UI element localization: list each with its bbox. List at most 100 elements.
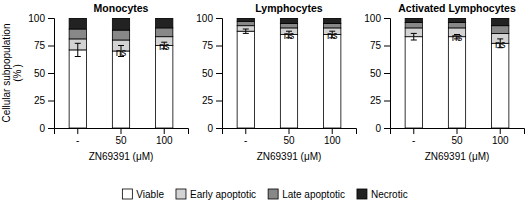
error-bar <box>243 29 249 33</box>
y-tick: 0 <box>39 123 54 134</box>
axis-line <box>384 19 391 129</box>
bar-segment <box>324 18 341 24</box>
bar-segment <box>448 37 465 128</box>
y-tick: 25 <box>34 95 54 106</box>
bar-segment <box>237 18 254 21</box>
error-bar-cap <box>411 40 417 41</box>
bar-segment <box>405 18 422 22</box>
x-axis-title: ZN69391 (μM) <box>425 151 490 162</box>
legend-swatch <box>122 189 132 199</box>
tick-mark <box>216 73 222 74</box>
x-axis: - 50 100 <box>391 128 525 146</box>
bar-segment <box>237 21 254 25</box>
title: Lymphocytes <box>255 2 322 14</box>
x-axis-title: ZN69391 (μM) <box>257 151 322 162</box>
bar-segment <box>156 18 173 28</box>
tick-mark <box>332 128 333 134</box>
x-axis: - 50 100 <box>55 128 189 146</box>
tick-mark <box>48 101 54 102</box>
tick-label: 100 <box>28 13 45 24</box>
tick-label: 100 <box>492 135 509 146</box>
x-tick: 100 <box>324 128 341 146</box>
x-tick: 50 <box>451 128 463 146</box>
error-bar <box>75 43 81 56</box>
x-axis-title: ZN69391 (μM) <box>89 151 154 162</box>
tick-label: 50 <box>202 68 214 79</box>
error-bar-cap <box>243 29 249 30</box>
error-bars <box>75 42 167 56</box>
plot-area <box>69 18 173 128</box>
x-axis: - 50 100 <box>223 128 357 146</box>
bar-segment <box>156 46 173 129</box>
legend-item: Necrotic <box>357 189 408 200</box>
bar-series <box>405 37 509 128</box>
tick-mark <box>48 46 54 47</box>
tick-mark <box>384 73 390 74</box>
legend-label: Necrotic <box>371 189 408 200</box>
axis-line <box>48 19 55 129</box>
bar-segment <box>405 37 422 128</box>
bar-segment <box>280 18 297 24</box>
tick-label: 100 <box>324 135 341 146</box>
tick-label: 50 <box>115 135 127 146</box>
tick-label: 75 <box>34 40 46 51</box>
bar-series <box>237 31 341 128</box>
bar-segment <box>324 24 341 28</box>
tick-mark <box>48 73 54 74</box>
y-tick: 0 <box>375 123 390 134</box>
tick-mark <box>216 18 222 19</box>
plot-area <box>237 18 341 128</box>
tick-mark <box>216 46 222 47</box>
error-bar-stem <box>77 43 78 56</box>
bar-series <box>69 46 173 129</box>
x-tick: 50 <box>115 128 127 146</box>
bar-series <box>405 18 509 26</box>
y-tick: 75 <box>202 40 222 51</box>
legend-swatch <box>268 189 278 199</box>
annotation: ns <box>327 30 338 41</box>
bar-segment <box>237 31 254 128</box>
error-bar-cap <box>75 43 81 44</box>
tick-mark <box>121 128 122 134</box>
tick-label: - <box>76 135 79 146</box>
tick-label: 50 <box>451 135 463 146</box>
tick-label: 100 <box>364 13 381 24</box>
legend-item: Late apoptotic <box>268 189 345 200</box>
y-axis-title-line: (% ) <box>12 64 23 82</box>
tick-mark <box>245 128 246 134</box>
y-axis: 0255075100 <box>364 13 390 134</box>
tick-label: 50 <box>283 135 295 146</box>
axis-line <box>223 129 357 135</box>
y-axis: 0255075100 <box>28 13 54 134</box>
annotation: ns <box>284 30 295 41</box>
tick-mark <box>500 128 501 134</box>
tick-label: 75 <box>202 40 214 51</box>
legend-label: Viable <box>136 189 164 200</box>
tick-mark <box>384 128 390 129</box>
panel: -501000255075100nsnsLymphocytesZN69391 (… <box>196 2 356 162</box>
annotation: ns <box>495 39 506 50</box>
tick-label: - <box>244 135 247 146</box>
tick-label: 25 <box>370 95 382 106</box>
annotation: ns <box>159 41 170 52</box>
error-bar-cap <box>243 33 249 34</box>
legend-swatch <box>176 189 186 199</box>
title: Activated Lymphocytes <box>398 2 516 14</box>
bar-series <box>237 18 341 24</box>
x-tick: 100 <box>156 128 173 146</box>
bar-segment <box>405 22 422 28</box>
axis-line <box>216 19 223 129</box>
y-tick: 75 <box>34 40 54 51</box>
bar-segment <box>69 50 86 128</box>
x-tick: - <box>412 128 415 146</box>
bar-segment <box>448 22 465 28</box>
error-bar-cap <box>411 33 417 34</box>
panel: -501000255075100nsnsMonocytesZN69391 (μM… <box>1 2 189 162</box>
x-tick: 50 <box>283 128 295 146</box>
tick-mark <box>48 18 54 19</box>
tick-mark <box>384 18 390 19</box>
bar-segment <box>112 51 129 128</box>
y-tick: 100 <box>28 13 54 24</box>
y-axis-title-line: Cellular subpopulation <box>1 24 12 123</box>
bar-segment <box>69 18 86 29</box>
